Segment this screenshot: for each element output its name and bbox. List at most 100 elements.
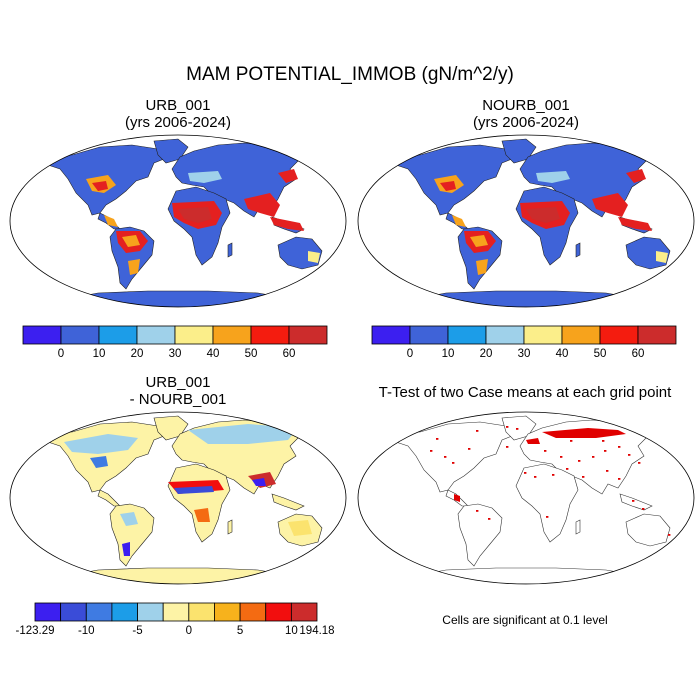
continent-eurasia bbox=[519, 419, 657, 495]
sig-cell-3 bbox=[476, 430, 479, 432]
sig-cell-20 bbox=[602, 440, 605, 442]
hot-region-east-asia bbox=[278, 169, 298, 183]
figure-title: MAM POTENTIAL_IMMOB (gN/m^2/y) bbox=[186, 64, 514, 85]
colorbar-diff-label-5: 10 bbox=[284, 625, 298, 637]
warm-core-amazon bbox=[470, 235, 488, 247]
colorbar-nourb-label-0: 0 bbox=[406, 348, 414, 360]
continent-antarctica bbox=[65, 567, 293, 584]
colorbar-diff-box-5 bbox=[162, 602, 190, 622]
colorbar-urb-label-2: 20 bbox=[130, 348, 144, 360]
sig-cell-28 bbox=[516, 428, 519, 430]
colorbar-nourb-label-3: 30 bbox=[517, 348, 531, 360]
colorbar-diff-box-0 bbox=[34, 602, 62, 622]
sig-cell-7 bbox=[552, 474, 555, 476]
hot-region-east-asia bbox=[626, 169, 646, 183]
sig-cell-4 bbox=[506, 426, 509, 428]
continent-madagascar bbox=[575, 519, 581, 535]
colorbar-urb-label-1: 10 bbox=[92, 348, 106, 360]
map-border bbox=[357, 411, 695, 585]
yellow-region-australia bbox=[288, 520, 312, 536]
panel-title-nourb-line1: NOURB_001 bbox=[482, 97, 570, 114]
colorbar-diff-box-1 bbox=[60, 602, 87, 622]
warm-region-central-america bbox=[452, 215, 466, 227]
sig-cell-10 bbox=[592, 456, 595, 458]
colorbar-diff-box-7 bbox=[214, 602, 241, 622]
sig-cell-15 bbox=[606, 470, 609, 472]
colorbar-diff-label-4: 5 bbox=[236, 625, 244, 637]
continent-madagascar bbox=[227, 519, 233, 535]
continent-antarctica bbox=[413, 290, 641, 307]
sig-cells-europe bbox=[526, 438, 540, 444]
blue-region-south-america bbox=[122, 542, 130, 556]
light-blue-region-amazon bbox=[120, 512, 138, 526]
hot-region-indonesia bbox=[618, 217, 652, 231]
sig-cell-29 bbox=[436, 438, 439, 440]
hot-core-eastern-us bbox=[440, 181, 456, 191]
continent-australia bbox=[625, 513, 671, 547]
colorbar-diff-box-3 bbox=[111, 602, 138, 622]
continent-madagascar bbox=[227, 242, 233, 258]
light-blue-region-canada bbox=[64, 434, 138, 454]
colorbar-nourb-label-6: 60 bbox=[631, 348, 645, 360]
colorbar-nourb-box-6 bbox=[599, 325, 639, 345]
cool-region-europe bbox=[536, 171, 570, 183]
continent-antarctica bbox=[65, 290, 293, 307]
colorbar-diff-box-4 bbox=[137, 602, 164, 622]
continent-south-america bbox=[109, 503, 155, 567]
sig-cell-5 bbox=[524, 472, 527, 474]
colorbar-urb-label-5: 50 bbox=[244, 348, 258, 360]
sig-cells-andes bbox=[454, 496, 460, 500]
colorbar-urb-label-3: 30 bbox=[168, 348, 182, 360]
panel-title-urb-line2: (yrs 2006-2024) bbox=[125, 114, 231, 131]
continent-southeast-asia bbox=[619, 493, 653, 511]
colorbar-diff-labels: -123.29 -10 -5 0 5 10 194.18 bbox=[15, 625, 334, 641]
colorbar-urb-box-2 bbox=[98, 325, 138, 345]
colorbar-urb-box-5 bbox=[212, 325, 252, 345]
colorbar-urb-box-6 bbox=[250, 325, 290, 345]
continent-south-america bbox=[457, 503, 503, 567]
colorbar-nourb-box-4 bbox=[523, 325, 563, 345]
panel-title-nourb: NOURB_001 (yrs 2006-2024) bbox=[396, 97, 656, 131]
sig-cell-22 bbox=[476, 510, 479, 512]
map-ttest bbox=[357, 411, 695, 585]
colorbar-urb-label-6: 60 bbox=[282, 348, 296, 360]
warm-region-pampas bbox=[128, 259, 140, 275]
sig-cell-2 bbox=[452, 462, 455, 464]
blue-band-sahel bbox=[174, 486, 214, 494]
colorbar-urb-label-4: 40 bbox=[206, 348, 220, 360]
map-nourb bbox=[357, 134, 695, 308]
sig-cell-18 bbox=[544, 450, 547, 452]
colorbar-urb-box-0 bbox=[22, 325, 62, 345]
continent-central-america bbox=[97, 489, 121, 507]
sig-cell-9 bbox=[578, 460, 581, 462]
colorbar-diff-label-3: 0 bbox=[185, 625, 193, 637]
colorbar-nourb-box-7 bbox=[637, 325, 677, 345]
colorbar-nourb-box-3 bbox=[485, 325, 525, 345]
cool-region-europe bbox=[188, 171, 222, 183]
sig-cell-16 bbox=[618, 478, 621, 480]
colorbar-urb-box-1 bbox=[60, 325, 100, 345]
colorbar-nourb-box-5 bbox=[561, 325, 601, 345]
significance-note: Cells are significant at 0.1 level bbox=[442, 613, 608, 627]
continent-antarctica bbox=[413, 567, 641, 584]
sig-cell-27 bbox=[642, 508, 645, 510]
map-diff bbox=[9, 411, 347, 585]
colorbar-nourb-label-4: 40 bbox=[555, 348, 569, 360]
sig-cell-1 bbox=[444, 456, 447, 458]
sig-cell-24 bbox=[546, 516, 549, 518]
sig-cell-23 bbox=[488, 518, 491, 520]
hot-core-central-africa bbox=[526, 207, 560, 223]
colorbar-nourb-box-0 bbox=[371, 325, 411, 345]
colorbar-diff-label-2: -5 bbox=[132, 625, 143, 637]
colorbar-urb bbox=[22, 325, 328, 345]
colorbar-urb-box-3 bbox=[136, 325, 176, 345]
colorbar-diff bbox=[34, 602, 318, 622]
sig-cell-11 bbox=[604, 450, 607, 452]
continent-madagascar bbox=[575, 242, 581, 258]
colorbar-diff-box-9 bbox=[265, 602, 292, 622]
colorbar-nourb-label-1: 10 bbox=[441, 348, 455, 360]
hot-region-indonesia bbox=[270, 217, 304, 231]
panel-title-ttest: T-Test of two Case means at each grid po… bbox=[350, 384, 700, 401]
sig-cells-northern-eurasia bbox=[542, 428, 626, 438]
sig-cell-6 bbox=[534, 476, 537, 478]
